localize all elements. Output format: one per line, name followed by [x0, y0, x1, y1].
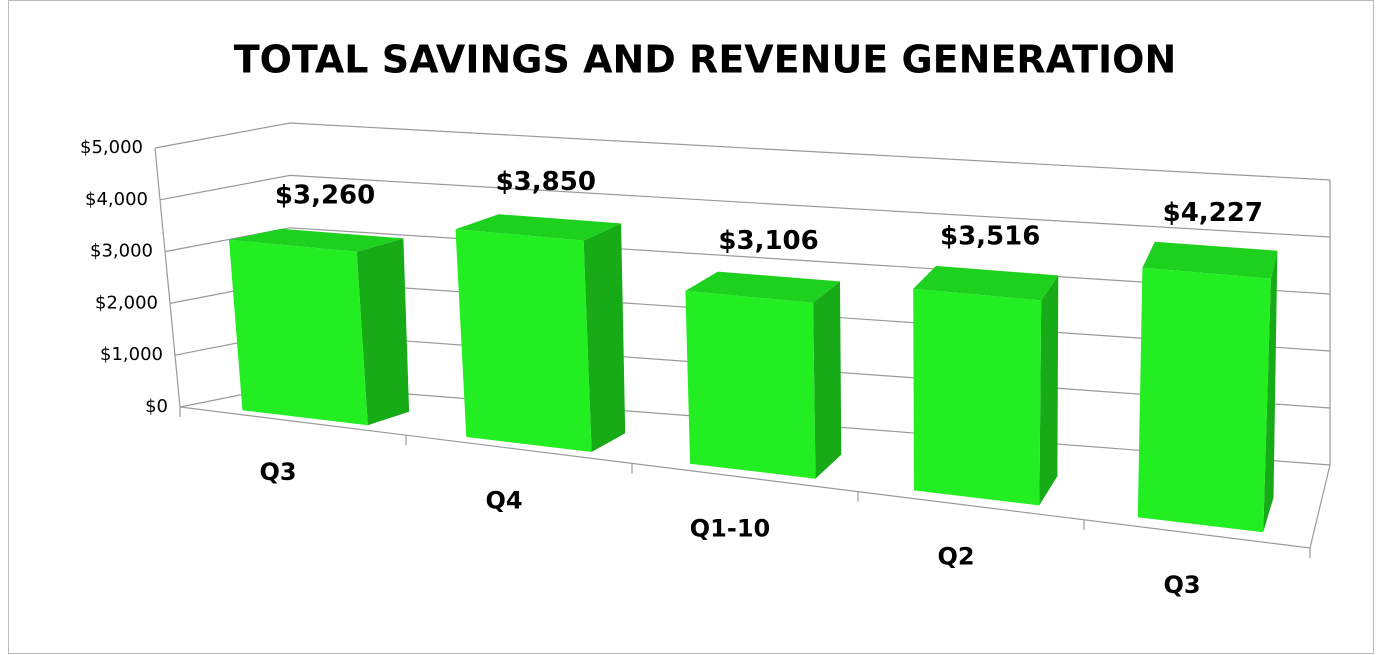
bar-top [1142, 241, 1278, 279]
bar-top [913, 265, 1059, 301]
bar-top [229, 228, 404, 252]
bar-side [356, 238, 410, 426]
bar-top [685, 271, 840, 303]
value-label: $4,227 [1163, 198, 1263, 228]
x-tick-label: Q3 [259, 458, 296, 486]
bar-front [685, 290, 816, 479]
x-tick-label: Q1-10 [690, 515, 770, 543]
value-label: $3,260 [275, 180, 375, 210]
bar-side [583, 223, 626, 452]
bar-front [913, 288, 1042, 506]
value-label: $3,850 [496, 167, 596, 197]
value-label: $3,516 [940, 222, 1040, 252]
grid-line [159, 174, 1331, 238]
bar-side [1039, 275, 1059, 506]
y-tick-label: $0 [145, 396, 168, 417]
x-tick-label: Q4 [485, 486, 522, 514]
y-tick-label: $2,000 [95, 292, 158, 313]
bar-side [813, 281, 842, 479]
bar-top [455, 214, 622, 241]
y-tick-label: $3,000 [90, 241, 153, 262]
value-label: $3,106 [718, 226, 818, 256]
bar-front [229, 239, 368, 426]
bar-front [1137, 267, 1271, 533]
bar-side [1263, 250, 1278, 533]
x-tick-label: Q3 [1163, 571, 1200, 599]
value-axis [154, 147, 1331, 549]
y-tick-label: $1,000 [100, 344, 163, 365]
x-tick-label: Q2 [937, 543, 974, 571]
y-tick-label: $4,000 [85, 189, 148, 210]
bar-front [455, 229, 592, 452]
grid-line [154, 122, 1331, 181]
y-tick-label: $5,000 [80, 137, 143, 158]
chart-title: TOTAL SAVINGS AND REVENUE GENERATION [234, 38, 1177, 82]
